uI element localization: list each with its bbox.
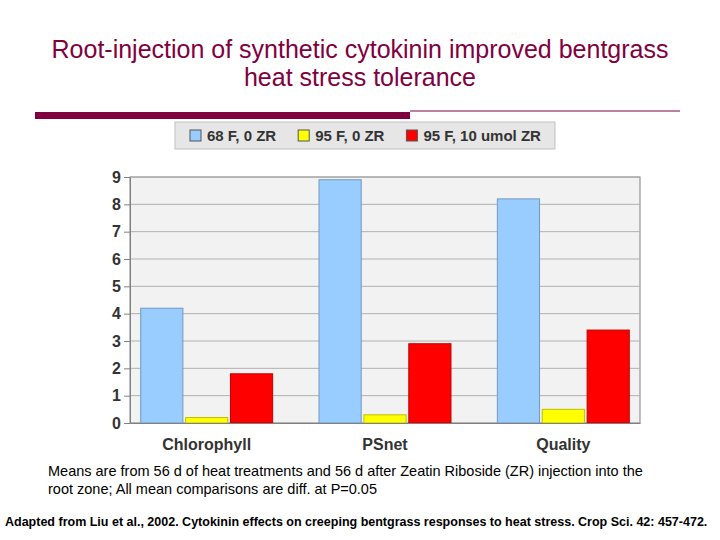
legend-swatch: [190, 130, 201, 141]
y-tick-mark: [124, 232, 130, 233]
x-tick: PSnet: [362, 423, 408, 453]
x-tick-label: Quality: [536, 436, 590, 453]
bar: [409, 344, 451, 423]
y-tick-label: 8: [112, 196, 121, 213]
legend-item: 95 F, 0 ZR: [298, 127, 384, 144]
y-tick-label: 6: [112, 251, 121, 268]
y-tick: 4: [112, 305, 130, 322]
grid-line: [130, 177, 640, 178]
y-tick-label: 9: [112, 169, 121, 186]
bar: [364, 415, 406, 423]
y-axis: 0 1 2 3 4 5 6 7 8 9: [112, 169, 130, 432]
grid: [130, 177, 640, 423]
grid-line: [130, 204, 640, 205]
legend-swatch: [298, 130, 309, 141]
y-tick-label: 2: [112, 360, 121, 377]
y-tick: 7: [112, 223, 130, 240]
y-tick-mark: [124, 314, 130, 315]
y-tick: 9: [112, 169, 130, 186]
legend-box: [175, 122, 555, 149]
grid-line: [130, 395, 640, 396]
y-tick: 1: [112, 387, 130, 404]
text-line: Root-injection of synthetic cytokinin im…: [52, 35, 669, 63]
y-tick-label: 1: [112, 387, 121, 404]
y-tick: 0: [112, 415, 130, 432]
bar: [587, 330, 629, 423]
y-tick-label: 5: [112, 278, 121, 295]
legend-label: 95 F, 0 ZR: [315, 127, 384, 144]
grid-line: [130, 341, 640, 342]
y-tick-label: 4: [112, 305, 121, 322]
grid-line: [130, 368, 640, 369]
y-tick-mark: [124, 204, 130, 205]
y-tick-label: 0: [112, 415, 121, 432]
title: Root-injection of synthetic cytokinin im…: [52, 35, 669, 91]
grid-line: [130, 231, 640, 232]
x-axis: Chlorophyll PSnet Quality: [131, 423, 641, 453]
text-line: heat stress tolerance: [244, 63, 476, 91]
y-tick-label: 7: [112, 223, 121, 240]
bar: [230, 374, 272, 423]
citation: Adapted from Liu et al., 2002. Cytokinin…: [5, 515, 707, 529]
y-tick-mark: [124, 286, 130, 287]
title-rule: [35, 112, 410, 119]
series: [230, 330, 629, 423]
y-axis-line: [130, 178, 131, 424]
y-tick-mark: [124, 368, 130, 369]
text-line: root zone; All mean comparisons are diff…: [48, 481, 377, 497]
legend-item: 95 F, 10 umol ZR: [406, 127, 541, 144]
x-tick: Chlorophyll: [162, 423, 251, 453]
legend: 68 F, 0 ZR 95 F, 0 ZR 95 F, 10 umol ZR: [175, 122, 555, 149]
series: [141, 180, 540, 423]
y-tick-mark: [124, 259, 130, 260]
bar: [542, 409, 584, 423]
footnote: Means are from 56 d of heat treatments a…: [48, 463, 643, 497]
legend-label: 68 F, 0 ZR: [207, 127, 276, 144]
x-tick-label: PSnet: [362, 436, 408, 453]
bar: [497, 199, 539, 423]
y-tick: 8: [112, 196, 130, 213]
legend-swatch: [406, 130, 417, 141]
grid-line: [130, 313, 640, 314]
chart: Root-injection of synthetic cytokinin im…: [0, 0, 720, 540]
y-tick-mark: [124, 423, 130, 424]
y-tick: 6: [112, 251, 130, 268]
title-rule-thin: [410, 111, 680, 112]
y-tick-mark: [124, 396, 130, 397]
y-tick: 5: [112, 278, 130, 295]
grid-line: [130, 286, 640, 287]
y-tick: 3: [112, 333, 130, 350]
bar: [319, 180, 361, 423]
grid-line: [130, 259, 640, 260]
legend-item: 68 F, 0 ZR: [190, 127, 276, 144]
y-tick-mark: [124, 341, 130, 342]
bar: [186, 418, 228, 423]
legend-label: 95 F, 10 umol ZR: [423, 127, 541, 144]
bars: [141, 180, 630, 423]
y-tick-mark: [124, 177, 130, 178]
y-tick-label: 3: [112, 333, 121, 350]
plot-area: [130, 177, 640, 423]
x-tick-label: Chlorophyll: [162, 436, 251, 453]
text-line: Adapted from Liu et al., 2002. Cytokinin…: [5, 515, 707, 529]
x-axis-line: [131, 423, 641, 424]
text-line: Means are from 56 d of heat treatments a…: [48, 463, 643, 479]
bar: [141, 308, 183, 423]
y-tick: 2: [112, 360, 130, 377]
x-tick: Quality: [536, 423, 590, 453]
